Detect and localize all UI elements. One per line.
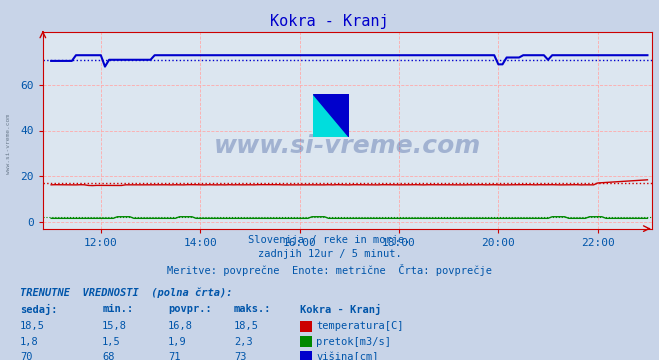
Text: 1,5: 1,5 [102,337,121,347]
Text: 2,3: 2,3 [234,337,252,347]
Text: Kokra - Kranj: Kokra - Kranj [270,14,389,29]
Text: 18,5: 18,5 [20,321,45,332]
Text: višina[cm]: višina[cm] [316,352,379,360]
Text: Slovenija / reke in morje.: Slovenija / reke in morje. [248,235,411,245]
Text: Kokra - Kranj: Kokra - Kranj [300,304,381,315]
Text: www.si-vreme.com: www.si-vreme.com [214,134,481,158]
Text: 70: 70 [20,352,32,360]
Text: pretok[m3/s]: pretok[m3/s] [316,337,391,347]
Text: zadnjih 12ur / 5 minut.: zadnjih 12ur / 5 minut. [258,249,401,259]
Text: 73: 73 [234,352,246,360]
Polygon shape [313,94,349,137]
Text: min.:: min.: [102,304,133,314]
Text: 68: 68 [102,352,115,360]
Text: maks.:: maks.: [234,304,272,314]
Polygon shape [313,94,349,137]
Text: 1,9: 1,9 [168,337,186,347]
Text: 18,5: 18,5 [234,321,259,332]
Text: 16,8: 16,8 [168,321,193,332]
Text: TRENUTNE  VREDNOSTI  (polna črta):: TRENUTNE VREDNOSTI (polna črta): [20,288,232,298]
Text: 71: 71 [168,352,181,360]
Text: 15,8: 15,8 [102,321,127,332]
Text: povpr.:: povpr.: [168,304,212,314]
Text: Meritve: povprečne  Enote: metrične  Črta: povprečje: Meritve: povprečne Enote: metrične Črta:… [167,264,492,275]
Polygon shape [313,94,349,137]
Text: www.si-vreme.com: www.si-vreme.com [6,114,11,174]
Text: sedaj:: sedaj: [20,304,57,315]
Text: 1,8: 1,8 [20,337,38,347]
Text: temperatura[C]: temperatura[C] [316,321,404,332]
